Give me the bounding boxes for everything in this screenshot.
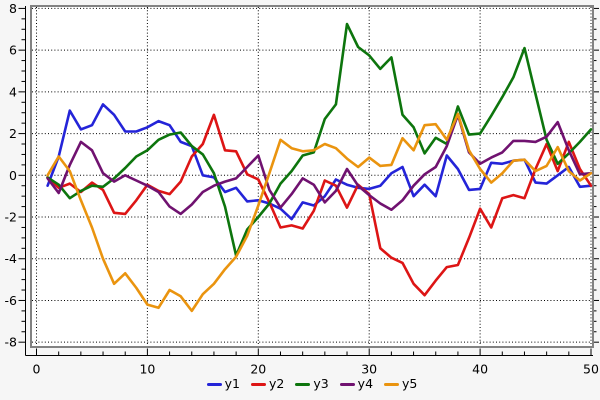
legend-label: y2: [268, 375, 285, 391]
x-tick-label: 40: [472, 362, 488, 377]
legend-label: y5: [402, 375, 418, 391]
legend-swatch-y2: [250, 382, 266, 386]
legend-label: y4: [357, 375, 374, 391]
x-tick-label: 0: [33, 362, 41, 377]
chart-legend: y1 y2 y3 y4 y5: [31, 375, 593, 393]
x-tick-label: 30: [361, 362, 377, 377]
legend-item-y5: y5: [384, 375, 418, 391]
series-y1-line: [46, 103, 593, 221]
y-tick-label: -8: [5, 335, 18, 350]
x-tick-label: 10: [139, 362, 155, 377]
series-y4-line: [46, 113, 593, 216]
x-tick-label: 20: [250, 362, 266, 377]
legend-item-y1: y1: [206, 375, 240, 391]
legend-item-y2: y2: [250, 375, 285, 391]
y-tick-label: 8: [9, 1, 17, 16]
legend-swatch-y4: [339, 382, 355, 386]
legend-label: y3: [313, 375, 329, 391]
y-tick-label: 2: [9, 126, 17, 141]
y-tick-label: -4: [5, 251, 18, 266]
legend-swatch-y3: [295, 382, 311, 386]
legend-swatch-y5: [384, 382, 400, 386]
y-tick-label: -6: [5, 293, 18, 308]
legend-swatch-y1: [206, 382, 222, 386]
series-y5-line: [46, 112, 593, 313]
legend-item-y4: y4: [339, 375, 374, 391]
legend-label: y1: [224, 375, 240, 391]
y-tick-label: -2: [5, 210, 17, 225]
y-tick-label: 4: [9, 84, 17, 99]
legend-item-y3: y3: [295, 375, 329, 391]
y-tick-label: 0: [9, 168, 17, 183]
series-y3-line: [46, 22, 593, 257]
x-tick-label: 50: [583, 362, 599, 377]
y-tick-label: 6: [9, 43, 17, 58]
